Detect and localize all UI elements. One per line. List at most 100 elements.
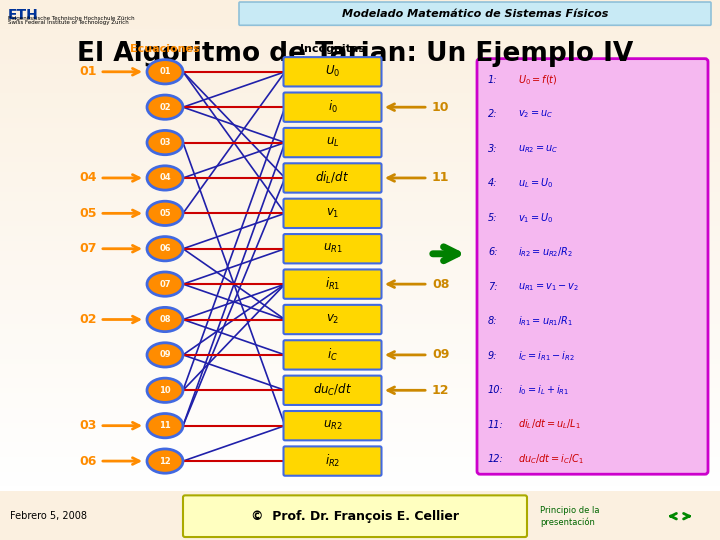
- Text: 2:: 2:: [488, 109, 498, 119]
- Text: 08: 08: [159, 315, 171, 324]
- Text: $U_0$: $U_0$: [325, 64, 340, 79]
- Text: $u_L = U_0$: $u_L = U_0$: [518, 177, 553, 190]
- Bar: [0, 442, 720, 447]
- FancyBboxPatch shape: [239, 2, 711, 25]
- Text: $i_{R2}$: $i_{R2}$: [325, 453, 341, 469]
- Bar: [0, 354, 720, 359]
- Text: 3:: 3:: [488, 144, 498, 154]
- Bar: [0, 329, 720, 334]
- Bar: [0, 10, 720, 15]
- Bar: [0, 309, 720, 314]
- Ellipse shape: [147, 95, 183, 119]
- Text: 09: 09: [432, 348, 449, 361]
- Bar: [0, 192, 720, 197]
- Text: $u_{R2}$: $u_{R2}$: [323, 419, 342, 432]
- Bar: [0, 49, 720, 54]
- Text: 10: 10: [159, 386, 171, 395]
- Bar: [0, 251, 720, 255]
- Bar: [0, 54, 720, 59]
- Text: 12:: 12:: [488, 454, 504, 464]
- Text: $i_C$: $i_C$: [327, 347, 338, 363]
- Text: $i_{R1} = u_{R1}/ R_1$: $i_{R1} = u_{R1}/ R_1$: [518, 314, 573, 328]
- Text: 12: 12: [432, 384, 449, 397]
- FancyBboxPatch shape: [284, 163, 382, 193]
- Bar: [0, 84, 720, 89]
- Text: 6:: 6:: [488, 247, 498, 257]
- Ellipse shape: [147, 272, 183, 296]
- Bar: [0, 270, 720, 275]
- Text: 06: 06: [159, 244, 171, 253]
- Text: 02: 02: [159, 103, 171, 112]
- Text: ETH: ETH: [8, 8, 39, 22]
- Text: $i_0 = i_L + i_{R1}$: $i_0 = i_L + i_{R1}$: [518, 383, 569, 397]
- Bar: [0, 64, 720, 69]
- Text: 08: 08: [432, 278, 449, 291]
- Bar: [0, 236, 720, 241]
- Bar: [0, 167, 720, 172]
- Bar: [0, 275, 720, 280]
- Text: $u_{R1} = v_1 - v_2$: $u_{R1} = v_1 - v_2$: [518, 281, 579, 293]
- Bar: [0, 379, 720, 383]
- Ellipse shape: [147, 449, 183, 473]
- Text: $u_{R1}$: $u_{R1}$: [323, 242, 342, 255]
- Bar: [0, 300, 720, 305]
- Bar: [0, 138, 720, 143]
- Text: Principio de la: Principio de la: [540, 506, 600, 515]
- Bar: [0, 368, 720, 374]
- Bar: [0, 403, 720, 408]
- Bar: [0, 103, 720, 108]
- Bar: [0, 182, 720, 187]
- Text: 4:: 4:: [488, 178, 498, 188]
- Bar: [0, 221, 720, 226]
- Text: 9:: 9:: [488, 350, 498, 361]
- Bar: [0, 177, 720, 182]
- Ellipse shape: [147, 166, 183, 190]
- Bar: [0, 108, 720, 113]
- Bar: [0, 487, 720, 491]
- Text: $U_0 = f(t)$: $U_0 = f(t)$: [518, 73, 558, 87]
- Bar: [0, 418, 720, 423]
- Text: $i_0$: $i_0$: [328, 99, 338, 115]
- Text: $v_1 = U_0$: $v_1 = U_0$: [518, 211, 554, 225]
- Bar: [0, 255, 720, 260]
- Bar: [0, 477, 720, 482]
- Bar: [0, 472, 720, 477]
- Bar: [0, 319, 720, 325]
- Bar: [0, 241, 720, 246]
- Bar: [0, 30, 720, 35]
- Text: 01: 01: [159, 68, 171, 76]
- Bar: [0, 44, 720, 49]
- Text: 03: 03: [80, 419, 97, 432]
- FancyBboxPatch shape: [284, 57, 382, 86]
- Text: Incógnitas: Incógnitas: [300, 43, 365, 53]
- Bar: [0, 93, 720, 98]
- Bar: [0, 363, 720, 368]
- Bar: [0, 437, 720, 442]
- Bar: [0, 206, 720, 211]
- Bar: [0, 393, 720, 398]
- Text: Modelado Matemático de Sistemas Físicos: Modelado Matemático de Sistemas Físicos: [342, 9, 608, 19]
- Text: Ecuaciones: Ecuaciones: [130, 44, 200, 53]
- Bar: [0, 39, 720, 44]
- Text: El Algoritmo de Tarjan: Un Ejemplo IV: El Algoritmo de Tarjan: Un Ejemplo IV: [77, 42, 633, 68]
- FancyBboxPatch shape: [284, 92, 382, 122]
- Bar: [0, 314, 720, 320]
- Bar: [0, 187, 720, 192]
- Bar: [0, 334, 720, 339]
- Text: $i_C = i_{R1} - i_{R2}$: $i_C = i_{R1} - i_{R2}$: [518, 349, 575, 362]
- Text: 03: 03: [159, 138, 171, 147]
- FancyBboxPatch shape: [284, 128, 382, 157]
- Text: 7:: 7:: [488, 282, 498, 292]
- Bar: [0, 462, 720, 467]
- Bar: [0, 0, 720, 5]
- Bar: [0, 89, 720, 93]
- Bar: [0, 211, 720, 216]
- Text: 05: 05: [159, 209, 171, 218]
- Text: 04: 04: [79, 172, 97, 185]
- Bar: [0, 305, 720, 309]
- Text: ©  Prof. Dr. François E. Cellier: © Prof. Dr. François E. Cellier: [251, 510, 459, 523]
- Bar: [0, 25, 720, 30]
- Bar: [0, 152, 720, 157]
- Text: $di_L/dt = u_L/ L_1$: $di_L/dt = u_L/ L_1$: [518, 417, 581, 431]
- FancyBboxPatch shape: [284, 447, 382, 476]
